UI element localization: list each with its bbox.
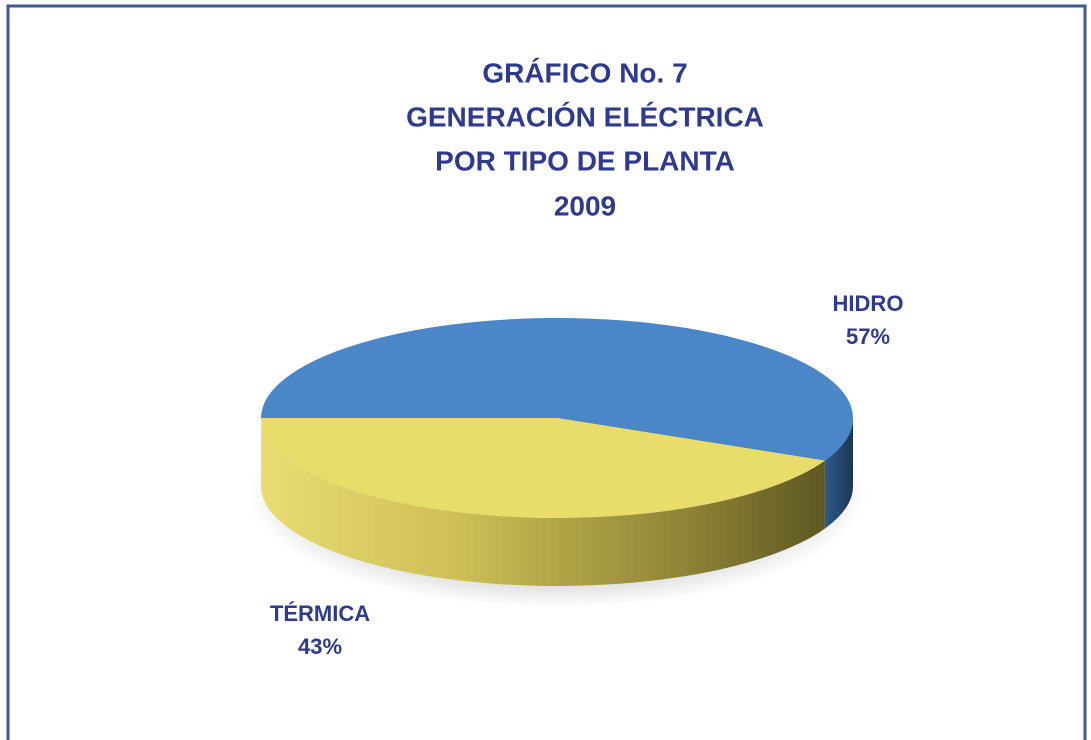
chart-title: 2009 [554,190,616,221]
value-label: 43% [298,634,342,659]
category-label: HIDRO [833,291,904,316]
chart-title: GENERACIÓN ELÉCTRICA [406,101,764,132]
slice [261,317,853,461]
slice [261,418,825,518]
category-label: TÉRMICA [270,601,370,626]
value-label: 57% [846,324,890,349]
slice-side [261,418,825,586]
slice-side [824,418,853,529]
chart-title: GRÁFICO No. 7 [482,57,687,88]
chart-title: POR TIPO DE PLANTA [435,145,735,176]
frame [6,4,1087,740]
